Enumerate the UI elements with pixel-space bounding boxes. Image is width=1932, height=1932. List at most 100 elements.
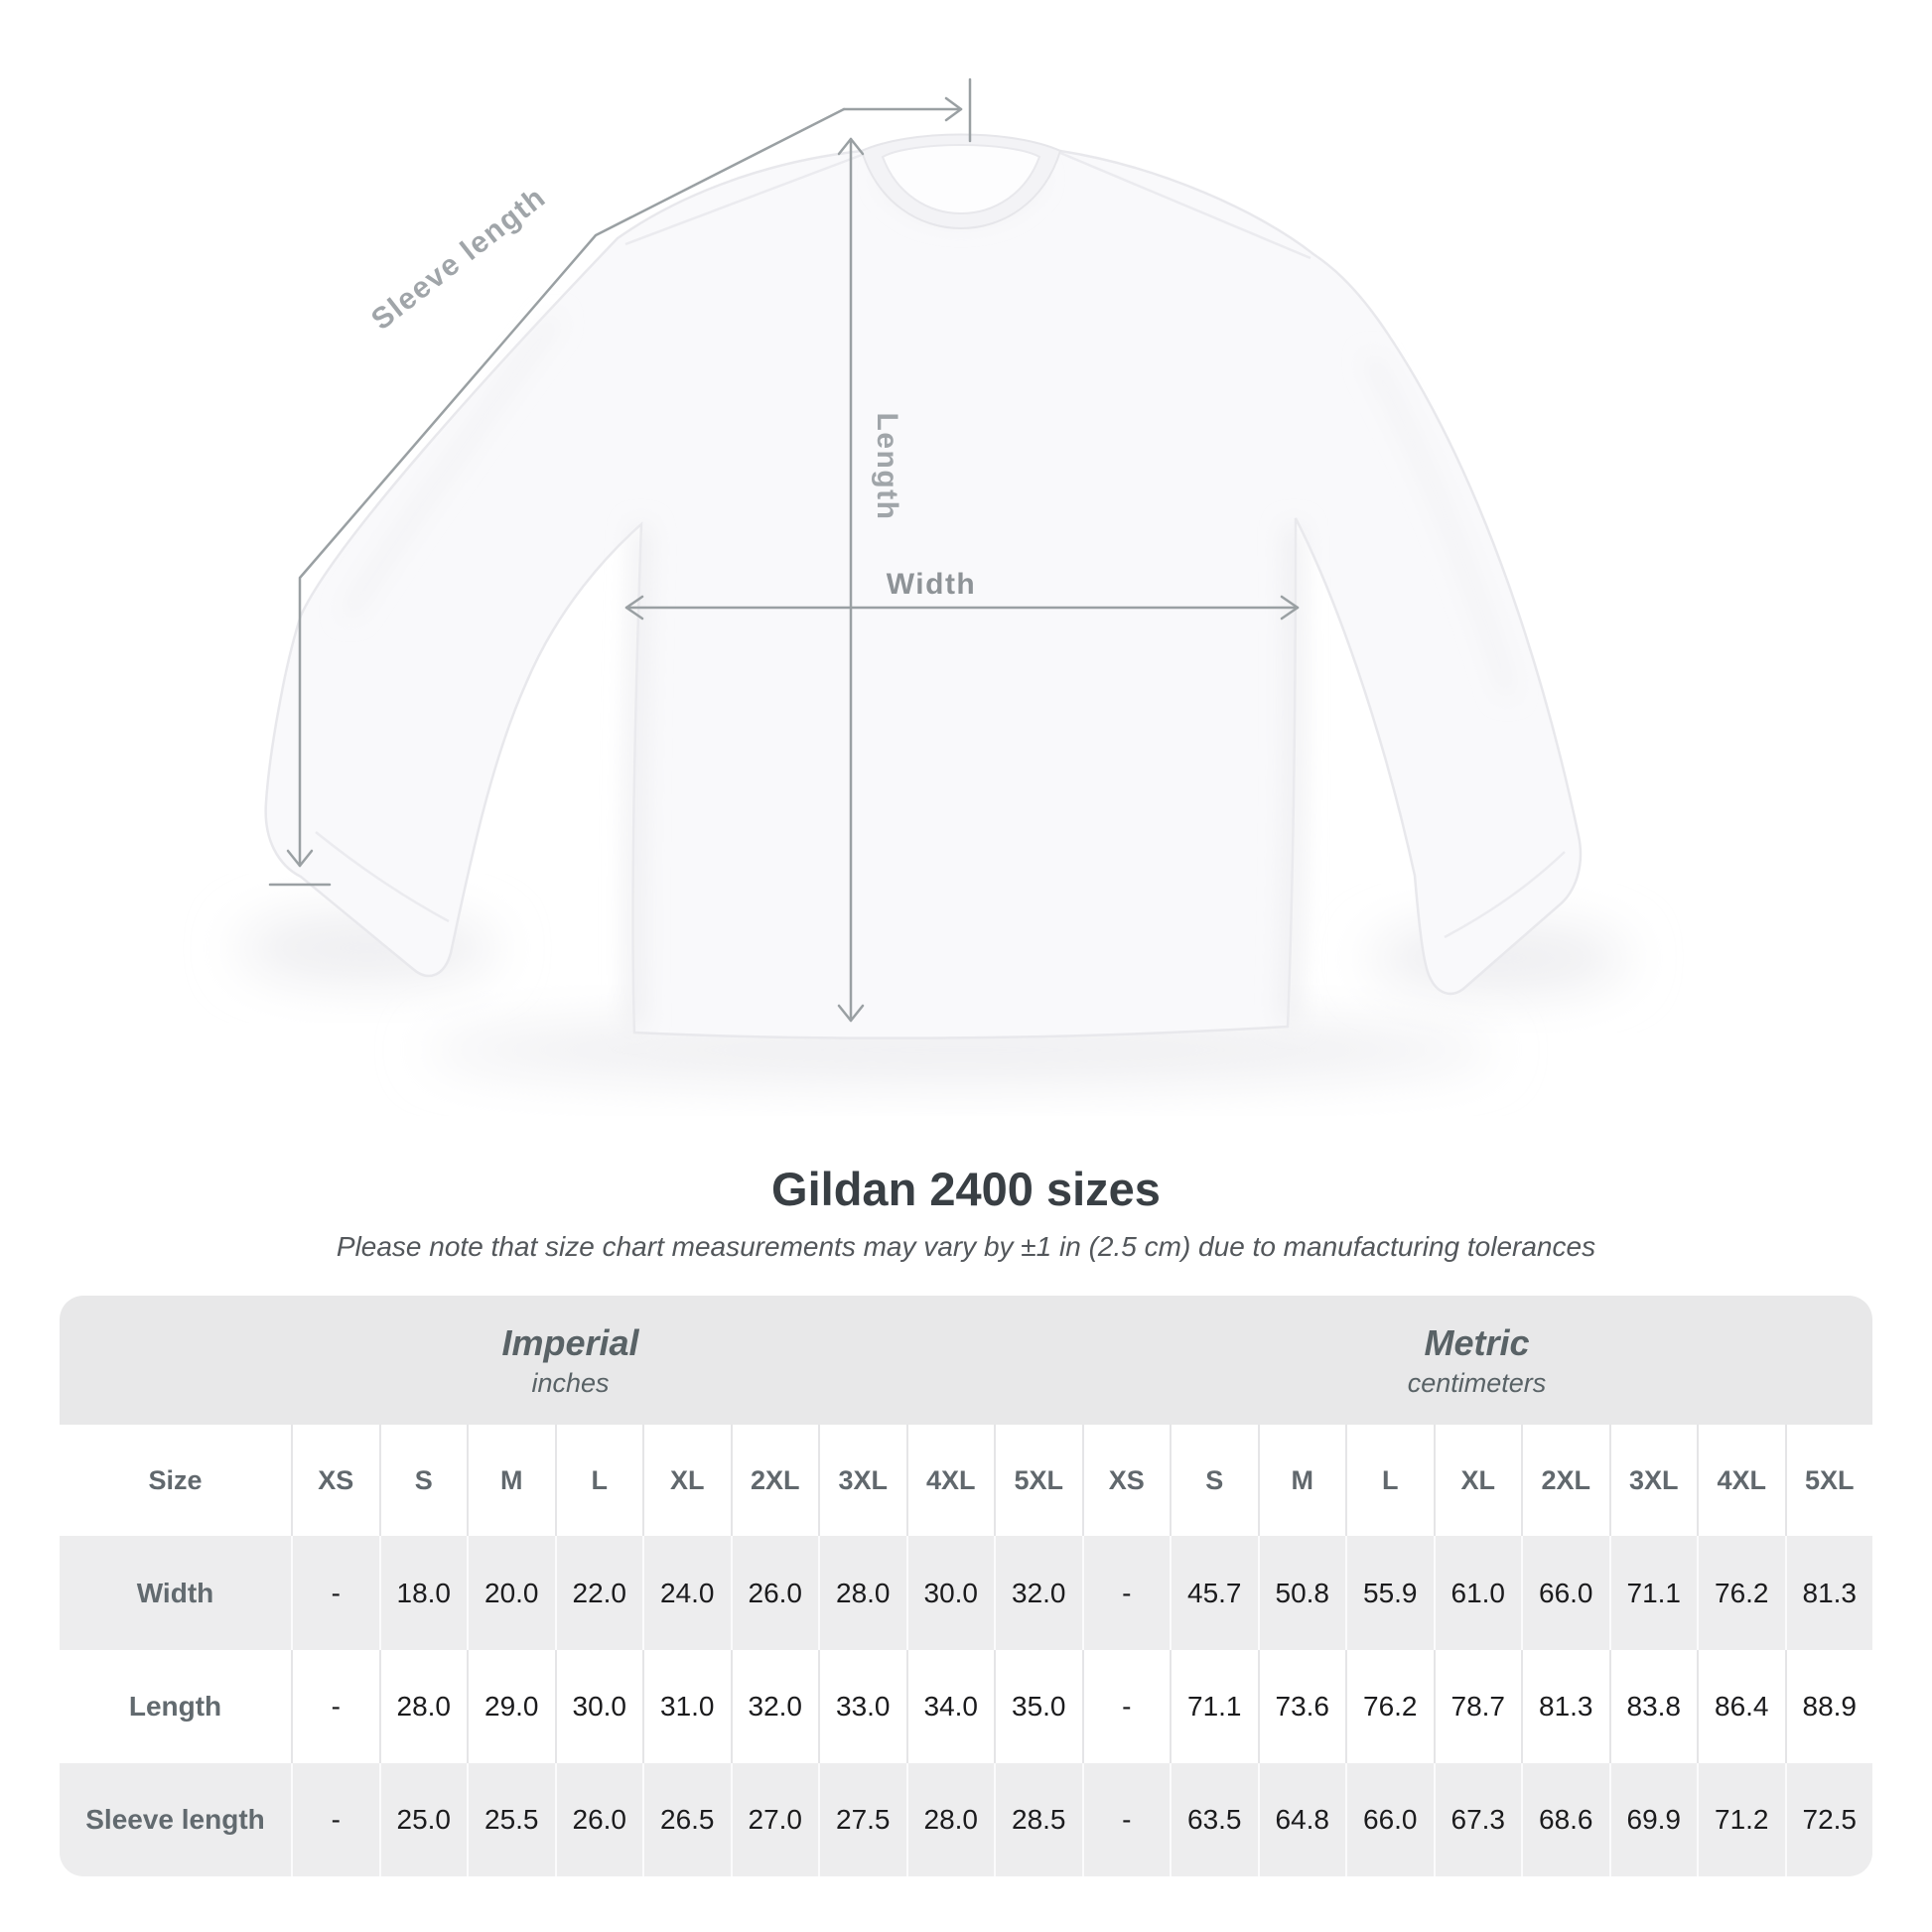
length-imperial-5xl: 35.0 bbox=[994, 1650, 1082, 1763]
length-metric-xs: - bbox=[1081, 1650, 1171, 1763]
width-metric-s: 45.7 bbox=[1170, 1536, 1258, 1650]
length-imperial-l: 30.0 bbox=[554, 1650, 643, 1763]
header-cell-imperial-xl: XL bbox=[642, 1425, 731, 1536]
header-cell-imperial-5xl: 5XL bbox=[994, 1425, 1082, 1536]
sleeve-metric-m: 64.8 bbox=[1257, 1763, 1346, 1876]
length-metric-3xl: 83.8 bbox=[1608, 1650, 1698, 1763]
metric-sublabel: centimeters bbox=[1407, 1367, 1547, 1398]
sleeve-metric-xl: 67.3 bbox=[1433, 1763, 1522, 1876]
length-imperial-m: 29.0 bbox=[467, 1650, 555, 1763]
sleeve-metric-xs: - bbox=[1081, 1763, 1171, 1876]
sleeve-imperial-m: 25.5 bbox=[467, 1763, 555, 1876]
header-cell-metric-3xl: 3XL bbox=[1608, 1425, 1698, 1536]
header-cell-metric-xl: XL bbox=[1433, 1425, 1522, 1536]
table-header-row: Size XS S M L XL 2XL 3XL 4XL 5XL XS S M … bbox=[60, 1425, 1872, 1536]
group-header-imperial: Imperial inches bbox=[60, 1296, 1081, 1425]
header-cell-metric-2xl: 2XL bbox=[1521, 1425, 1609, 1536]
sleeve-metric-2xl: 68.6 bbox=[1521, 1763, 1609, 1876]
table-row-width: Width - 18.0 20.0 22.0 24.0 26.0 28.0 30… bbox=[60, 1536, 1872, 1650]
length-imperial-xs: - bbox=[291, 1650, 379, 1763]
sleeve-imperial-s: 25.0 bbox=[378, 1763, 468, 1876]
sleeve-imperial-2xl: 27.0 bbox=[730, 1763, 819, 1876]
width-imperial-xs: - bbox=[291, 1536, 379, 1650]
length-imperial-4xl: 34.0 bbox=[905, 1650, 995, 1763]
page-title: Gildan 2400 sizes bbox=[771, 1163, 1161, 1215]
header-cell-metric-s: S bbox=[1170, 1425, 1258, 1536]
length-metric-l: 76.2 bbox=[1345, 1650, 1434, 1763]
table-row-length: Length - 28.0 29.0 30.0 31.0 32.0 33.0 3… bbox=[60, 1650, 1872, 1763]
header-cell-metric-m: M bbox=[1257, 1425, 1346, 1536]
width-metric-4xl: 76.2 bbox=[1697, 1536, 1785, 1650]
width-imperial-m: 20.0 bbox=[467, 1536, 555, 1650]
length-label: Length bbox=[871, 413, 903, 521]
width-metric-3xl: 71.1 bbox=[1608, 1536, 1698, 1650]
sleeve-metric-4xl: 71.2 bbox=[1697, 1763, 1785, 1876]
length-metric-xl: 78.7 bbox=[1433, 1650, 1522, 1763]
length-metric-5xl: 88.9 bbox=[1784, 1650, 1873, 1763]
width-imperial-s: 18.0 bbox=[378, 1536, 468, 1650]
header-cell-imperial-xs: XS bbox=[291, 1425, 379, 1536]
sleeve-imperial-xl: 26.5 bbox=[642, 1763, 731, 1876]
width-imperial-3xl: 28.0 bbox=[818, 1536, 906, 1650]
imperial-sublabel: inches bbox=[531, 1367, 610, 1398]
sleeve-metric-3xl: 69.9 bbox=[1608, 1763, 1698, 1876]
sleeve-metric-5xl: 72.5 bbox=[1784, 1763, 1873, 1876]
length-imperial-3xl: 33.0 bbox=[818, 1650, 906, 1763]
sleeve-imperial-xs: - bbox=[291, 1763, 379, 1876]
header-cell-imperial-s: S bbox=[378, 1425, 468, 1536]
width-imperial-4xl: 30.0 bbox=[905, 1536, 995, 1650]
width-metric-2xl: 66.0 bbox=[1521, 1536, 1609, 1650]
width-imperial-5xl: 32.0 bbox=[994, 1536, 1082, 1650]
header-cell-imperial-2xl: 2XL bbox=[730, 1425, 819, 1536]
width-imperial-xl: 24.0 bbox=[642, 1536, 731, 1650]
metric-label: Metric bbox=[1424, 1321, 1530, 1363]
shirt-body bbox=[264, 136, 1583, 1039]
shirt-seams bbox=[315, 151, 1566, 939]
header-cell-imperial-l: L bbox=[554, 1425, 643, 1536]
sleeve-metric-l: 66.0 bbox=[1345, 1763, 1434, 1876]
length-imperial-xl: 31.0 bbox=[642, 1650, 731, 1763]
row-label-width: Width bbox=[136, 1577, 214, 1608]
header-cell-size: Size bbox=[148, 1464, 203, 1495]
size-table: Imperial inches Metric centimeters Size … bbox=[60, 1296, 1872, 1876]
length-metric-4xl: 86.4 bbox=[1697, 1650, 1785, 1763]
imperial-label: Imperial bbox=[501, 1321, 639, 1363]
header-cell-metric-5xl: 5XL bbox=[1784, 1425, 1873, 1536]
width-label: Width bbox=[887, 568, 977, 601]
width-metric-5xl: 81.3 bbox=[1784, 1536, 1873, 1650]
group-header-metric: Metric centimeters bbox=[1081, 1296, 1872, 1425]
sleeve-length-label: Sleeve length bbox=[365, 181, 552, 337]
header-cell-imperial-4xl: 4XL bbox=[905, 1425, 995, 1536]
width-arrow bbox=[624, 595, 1300, 621]
row-label-sleeve-length: Sleeve length bbox=[85, 1804, 265, 1835]
table-row-sleeve-length: Sleeve length - 25.0 25.5 26.0 26.5 27.0… bbox=[60, 1763, 1872, 1876]
sleeve-imperial-4xl: 28.0 bbox=[905, 1763, 995, 1876]
header-cell-metric-l: L bbox=[1345, 1425, 1434, 1536]
sleeve-imperial-3xl: 27.5 bbox=[818, 1763, 906, 1876]
shirt-illustration: Sleeve length Length Width bbox=[238, 77, 1628, 1080]
sleeve-length-arrow bbox=[268, 77, 972, 887]
sleeve-metric-s: 63.5 bbox=[1170, 1763, 1258, 1876]
unit-group-band: Imperial inches Metric centimeters bbox=[60, 1296, 1872, 1425]
header-cell-imperial-3xl: 3XL bbox=[818, 1425, 906, 1536]
width-metric-l: 55.9 bbox=[1345, 1536, 1434, 1650]
width-metric-m: 50.8 bbox=[1257, 1536, 1346, 1650]
width-metric-xl: 61.0 bbox=[1433, 1536, 1522, 1650]
width-metric-xs: - bbox=[1081, 1536, 1171, 1650]
header-cell-metric-xs: XS bbox=[1081, 1425, 1171, 1536]
length-metric-m: 73.6 bbox=[1257, 1650, 1346, 1763]
sleeve-imperial-l: 26.0 bbox=[554, 1763, 643, 1876]
row-label-length: Length bbox=[128, 1691, 222, 1722]
shirt-shading bbox=[343, 171, 1514, 1029]
page-subtitle: Please note that size chart measurements… bbox=[336, 1231, 1596, 1262]
length-metric-2xl: 81.3 bbox=[1521, 1650, 1609, 1763]
length-imperial-2xl: 32.0 bbox=[730, 1650, 819, 1763]
width-imperial-2xl: 26.0 bbox=[730, 1536, 819, 1650]
length-arrow bbox=[837, 137, 865, 1023]
width-imperial-l: 22.0 bbox=[554, 1536, 643, 1650]
collar-inner bbox=[881, 144, 1041, 214]
header-cell-metric-4xl: 4XL bbox=[1697, 1425, 1785, 1536]
length-metric-s: 71.1 bbox=[1170, 1650, 1258, 1763]
length-imperial-s: 28.0 bbox=[378, 1650, 468, 1763]
sleeve-imperial-5xl: 28.5 bbox=[994, 1763, 1082, 1876]
